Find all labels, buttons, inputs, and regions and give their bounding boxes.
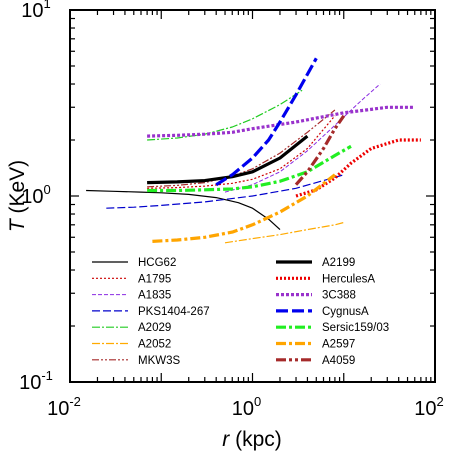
legend-label-a1795: A1795 [138, 273, 171, 285]
series-line-hcg62 [86, 189, 281, 231]
y-axis-var: T [6, 217, 29, 232]
series-line-a4059 [294, 114, 346, 186]
series-line-a2052 [224, 221, 344, 244]
legend-label-a2199: A2199 [322, 257, 355, 269]
x-tick-label: 102 [414, 394, 443, 420]
series-layer [86, 57, 421, 244]
y-axis-unit: (KeV) [6, 160, 29, 220]
legend-label-a2029: A2029 [138, 322, 171, 334]
series-line-cygnusa [215, 57, 318, 187]
legend: HCG62 A1795 A1835 PKS1404-267 A2029 A2052 MKW3… [92, 257, 389, 367]
series-line-mkw3s [147, 109, 336, 188]
series-line-a1835 [224, 83, 381, 193]
legend-label-a1835: A1835 [138, 290, 171, 302]
legend-label-sersic159-03: Sersic159/03 [322, 322, 389, 334]
series-line-sersic159-03 [147, 144, 352, 193]
series-line-herculesa [295, 138, 421, 198]
x-axis-title: r (kpc) [222, 428, 282, 451]
legend-label-pks1404-267: PKS1404-267 [138, 306, 210, 318]
x-axis-unit: (kpc) [229, 428, 282, 451]
series-line-a1795 [147, 115, 336, 189]
y-tick-label: 101 [21, 0, 50, 22]
legend-label-a4059: A4059 [322, 355, 355, 367]
legend-label-3c388: 3C388 [322, 290, 356, 302]
legend-label-a2597: A2597 [322, 339, 355, 351]
series-line-a2029 [147, 89, 303, 141]
series-line-3c388 [147, 105, 415, 138]
legend-label-cygnusa: CygnusA [322, 306, 369, 318]
legend-label-mkw3s: MKW3S [138, 355, 181, 367]
y-axis-title: T (KeV) [6, 160, 29, 232]
series-line-a2199 [147, 134, 309, 185]
series-line-a2597 [152, 173, 336, 243]
x-axis-var: r [222, 428, 230, 451]
legend-label-hcg62: HCG62 [138, 257, 176, 269]
x-tick-label: 10-2 [47, 394, 81, 420]
legend-label-herculesa: HerculesA [322, 273, 375, 285]
y-tick-label: 100 [21, 182, 50, 208]
x-tick-label: 100 [232, 394, 261, 420]
series-line-pks1404-267 [106, 174, 344, 209]
y-tick-label: 10-1 [19, 368, 53, 394]
legend-label-a2052: A2052 [138, 339, 171, 351]
tick-layer: 10-2 100 102 10-1 100 101 [19, 0, 444, 420]
